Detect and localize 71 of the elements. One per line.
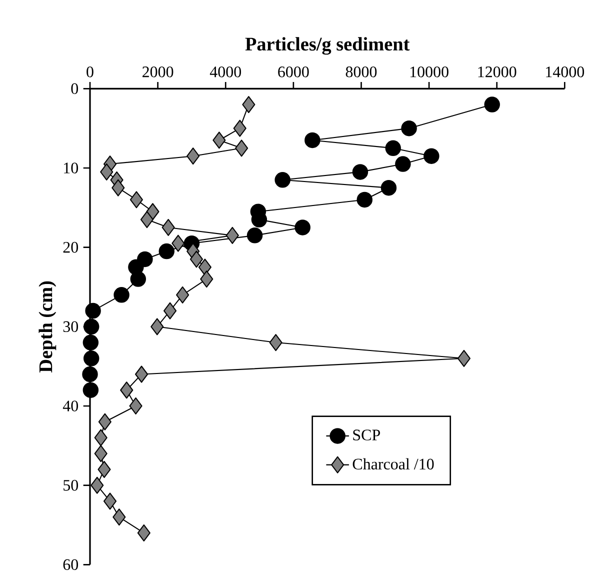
point	[385, 140, 401, 156]
point	[103, 492, 117, 510]
y-axis-title: Depth (cm)	[38, 281, 56, 372]
point	[85, 302, 101, 319]
point	[150, 318, 164, 336]
point	[212, 132, 226, 149]
point	[198, 258, 212, 276]
point	[380, 180, 397, 196]
x-axis-title: Particles/g sediment	[245, 37, 410, 55]
point	[233, 120, 246, 137]
point	[100, 163, 114, 180]
y-tick-label: 50	[64, 480, 78, 491]
point	[90, 476, 104, 494]
legend-label: SCP	[353, 430, 380, 440]
point	[98, 460, 111, 478]
point	[163, 302, 177, 320]
point	[130, 191, 143, 208]
point	[98, 413, 112, 430]
y-tick-label: 0	[71, 83, 78, 94]
point	[424, 148, 440, 164]
point	[484, 96, 500, 112]
x-tick-label: 2000	[142, 66, 174, 78]
point	[190, 250, 203, 268]
point	[112, 179, 125, 196]
point	[82, 366, 98, 382]
y-tick-label: 10	[64, 162, 78, 174]
point	[186, 148, 200, 165]
point	[226, 226, 239, 244]
point	[246, 228, 263, 244]
point	[129, 397, 142, 415]
x-tick-label: 12000	[478, 66, 516, 78]
y-tick-label: 30	[63, 321, 78, 332]
y-tick-label: 20	[63, 242, 78, 253]
point	[200, 270, 214, 288]
point	[140, 211, 154, 228]
point	[135, 366, 148, 383]
x-tick-label: 10000	[410, 66, 448, 78]
point	[82, 334, 99, 350]
x-tick-label: 0	[86, 66, 94, 78]
point	[356, 192, 372, 208]
point	[274, 172, 290, 188]
point	[120, 382, 134, 399]
point	[130, 271, 146, 287]
x-tick-label: 4000	[210, 66, 241, 78]
point	[269, 334, 282, 352]
y-tick-label: 60	[63, 559, 78, 570]
point	[176, 286, 190, 304]
point	[242, 96, 256, 114]
point	[395, 156, 411, 172]
point	[401, 120, 417, 136]
point	[114, 287, 130, 303]
x-tick-label: 8000	[346, 66, 377, 78]
point	[294, 220, 310, 236]
point	[94, 429, 108, 446]
point	[83, 318, 100, 335]
y-tick-label: 40	[62, 400, 78, 412]
point	[94, 445, 108, 462]
point	[235, 140, 248, 157]
x-tick-label: 6000	[278, 66, 309, 78]
point	[172, 234, 185, 252]
point	[112, 508, 126, 526]
point	[158, 243, 174, 260]
point	[82, 382, 99, 398]
point	[352, 164, 368, 180]
point	[137, 524, 150, 542]
point	[304, 132, 320, 148]
legend-label: Charcoal /10	[352, 458, 434, 470]
x-tick-label: 14000	[546, 66, 584, 78]
point	[83, 350, 100, 366]
point	[457, 350, 471, 367]
point	[162, 218, 175, 236]
